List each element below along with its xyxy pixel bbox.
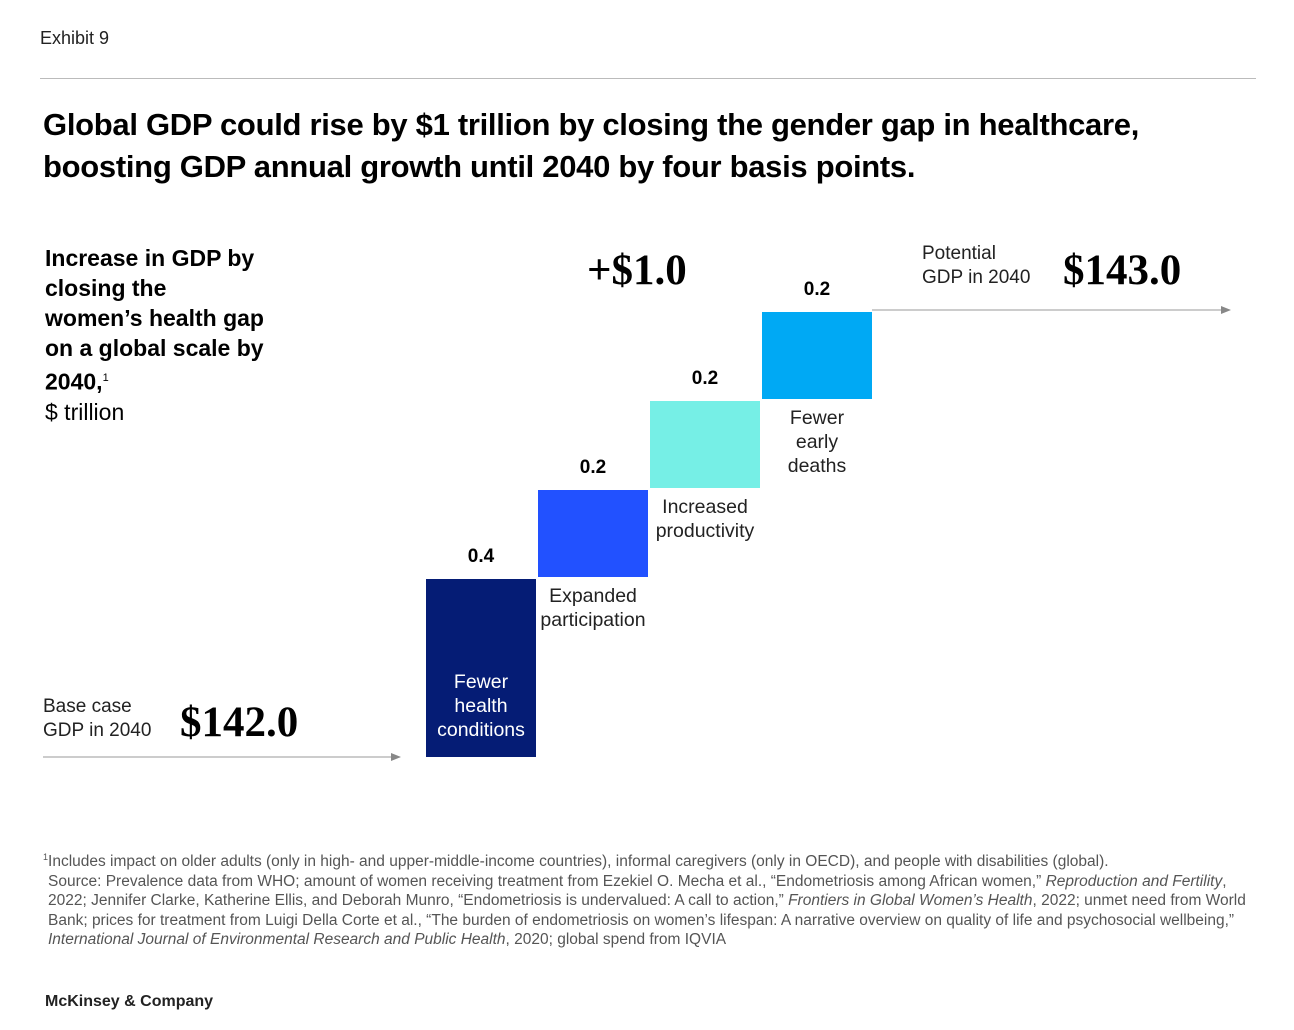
footnote-1-text: Includes impact on older adults (only in… bbox=[48, 853, 1109, 871]
category-label: Fewer early deaths bbox=[787, 407, 847, 477]
unit-label: $ trillion bbox=[45, 398, 125, 425]
footnote-1: 1Includes impact on older adults (only i… bbox=[43, 848, 1253, 872]
value-label: 0.2 bbox=[803, 279, 831, 300]
potential-line2: GDP in 2040 bbox=[922, 267, 1031, 288]
base-case-value: $142.0 bbox=[180, 699, 299, 746]
source-text: , 2020; global spend from IQVIA bbox=[505, 931, 727, 949]
brand-logo: McKinsey & Company bbox=[45, 993, 214, 1010]
category-label: Expanded participation bbox=[540, 585, 646, 631]
source-text: Source: Prevalence data from WHO; amount… bbox=[48, 872, 1046, 890]
value-label: 0.4 bbox=[467, 546, 495, 567]
chart-title: Global GDP could rise by $1 trillion by … bbox=[43, 107, 1140, 184]
bar-expanded-participation bbox=[538, 490, 648, 577]
chart-subtitle: Increase in GDP by closing the women’s h… bbox=[45, 243, 265, 427]
divider bbox=[40, 78, 1256, 79]
source-text: , 2022; unmet need from World Bank; pric… bbox=[48, 892, 1246, 929]
category-label: Increased productivity bbox=[655, 496, 755, 542]
source-italic: Reproduction and Fertility bbox=[1045, 872, 1223, 890]
source-italic: International Journal of Environmental R… bbox=[48, 931, 506, 949]
category-label: Fewer health conditions bbox=[437, 671, 525, 741]
source-note: Source: Prevalence data from WHO; amount… bbox=[43, 872, 1253, 950]
bar-fewer-health-conditions bbox=[426, 579, 536, 757]
value-label: 0.2 bbox=[579, 457, 607, 478]
bar-increased-productivity bbox=[650, 401, 760, 488]
total-increase-label: +$1.0 bbox=[587, 247, 687, 294]
potential-line1: Potential bbox=[922, 243, 996, 264]
subtitle-bold: Increase in GDP by closing the women’s h… bbox=[45, 245, 264, 395]
base-case-line1: Base case bbox=[43, 696, 132, 717]
bar-fewer-early-deaths bbox=[762, 312, 872, 399]
exhibit-label: Exhibit 9 bbox=[40, 28, 110, 48]
footnote-marker: 1 bbox=[43, 852, 49, 862]
footnotes: 1Includes impact on older adults (only i… bbox=[43, 848, 1253, 950]
potential-label: Potential GDP in 2040 bbox=[922, 242, 1030, 290]
base-case-line2: GDP in 2040 bbox=[43, 720, 152, 741]
footnote-ref: 1 bbox=[102, 372, 109, 384]
potential-value: $143.0 bbox=[1063, 247, 1182, 294]
base-case-label: Base case GDP in 2040 bbox=[43, 695, 151, 743]
source-text: , 2022; Jennifer Clarke, Katherine Ellis… bbox=[48, 872, 1227, 910]
value-label: 0.2 bbox=[691, 368, 719, 389]
source-italic: Frontiers in Global Women’s Health bbox=[788, 892, 1033, 910]
